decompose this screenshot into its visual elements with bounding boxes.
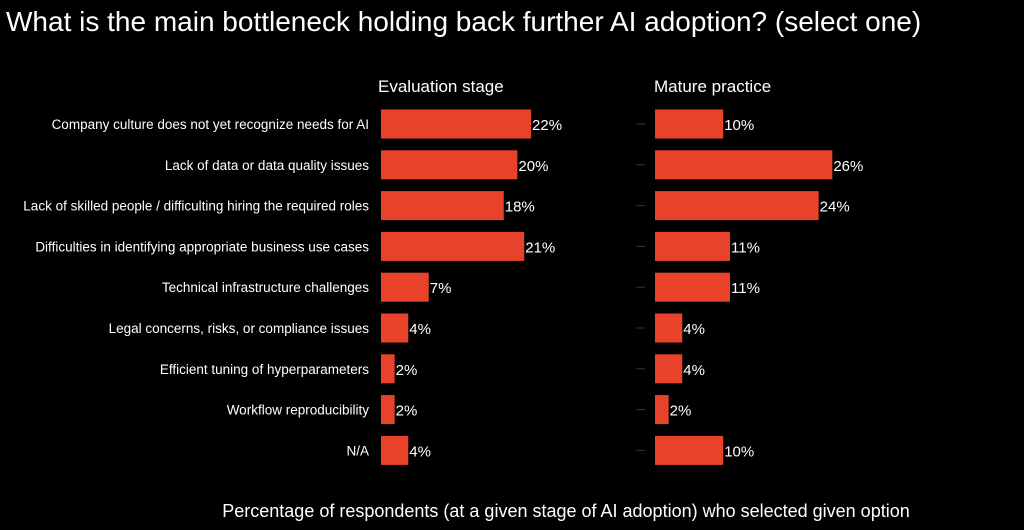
bar-evaluation	[381, 191, 504, 221]
bars: 22% 20% 18% 21% 7% 4% 2% 2% 4% 10% 26% 24% 11% 11% 4% 4…	[381, 109, 863, 465]
bar-mature	[655, 231, 731, 261]
value-label-evaluation: 21%	[525, 239, 555, 256]
category-label: N/A	[346, 443, 369, 458]
category-labels: Company culture does not yet recognize n…	[23, 117, 369, 458]
bar-mature	[655, 191, 819, 221]
category-label: Company culture does not yet recognize n…	[52, 117, 369, 132]
bar-mature	[655, 272, 731, 302]
bar-mature	[655, 150, 833, 180]
chart-title: What is the main bottleneck holding back…	[6, 6, 921, 37]
bar-evaluation	[381, 272, 429, 302]
category-label: Efficient tuning of hyperparameters	[160, 362, 369, 377]
value-label-mature: 11%	[731, 239, 760, 256]
value-label-evaluation: 2%	[396, 403, 418, 420]
value-label-mature: 10%	[724, 117, 754, 134]
category-label: Workflow reproducibility	[227, 403, 370, 418]
bar-evaluation	[381, 109, 532, 139]
bar-evaluation	[381, 150, 518, 180]
value-label-mature: 26%	[833, 158, 863, 175]
value-label-evaluation: 4%	[409, 321, 431, 338]
value-label-evaluation: 18%	[505, 199, 535, 216]
bar-mature	[655, 313, 683, 343]
value-label-mature: 2%	[670, 403, 692, 420]
value-label-evaluation: 22%	[532, 117, 562, 134]
panel-title-mature: Mature practice	[654, 77, 771, 96]
category-label: Legal concerns, risks, or compliance iss…	[109, 321, 370, 336]
value-label-mature: 11%	[731, 280, 760, 297]
bar-mature	[655, 354, 683, 384]
x-axis-label: Percentage of respondents (at a given st…	[222, 501, 909, 521]
value-label-mature: 10%	[724, 443, 754, 460]
value-label-mature: 24%	[820, 199, 850, 216]
bar-evaluation	[381, 395, 395, 425]
value-label-evaluation: 4%	[409, 443, 431, 460]
category-label: Technical infrastructure challenges	[162, 280, 369, 295]
category-label: Lack of skilled people / difficulting hi…	[23, 199, 369, 214]
bar-mature	[655, 109, 724, 139]
bar-mature	[655, 435, 724, 465]
value-label-mature: 4%	[683, 362, 705, 379]
value-label-evaluation: 20%	[518, 158, 548, 175]
panel-title-evaluation: Evaluation stage	[378, 77, 504, 96]
category-label: Difficulties in identifying appropriate …	[35, 239, 369, 254]
value-label-evaluation: 7%	[430, 280, 452, 297]
value-label-mature: 4%	[683, 321, 705, 338]
bar-evaluation	[381, 435, 409, 465]
bar-mature	[655, 395, 669, 425]
value-label-evaluation: 2%	[396, 362, 418, 379]
bar-evaluation	[381, 313, 409, 343]
category-label: Lack of data or data quality issues	[165, 158, 369, 173]
bar-evaluation	[381, 231, 525, 261]
bar-evaluation	[381, 354, 395, 384]
